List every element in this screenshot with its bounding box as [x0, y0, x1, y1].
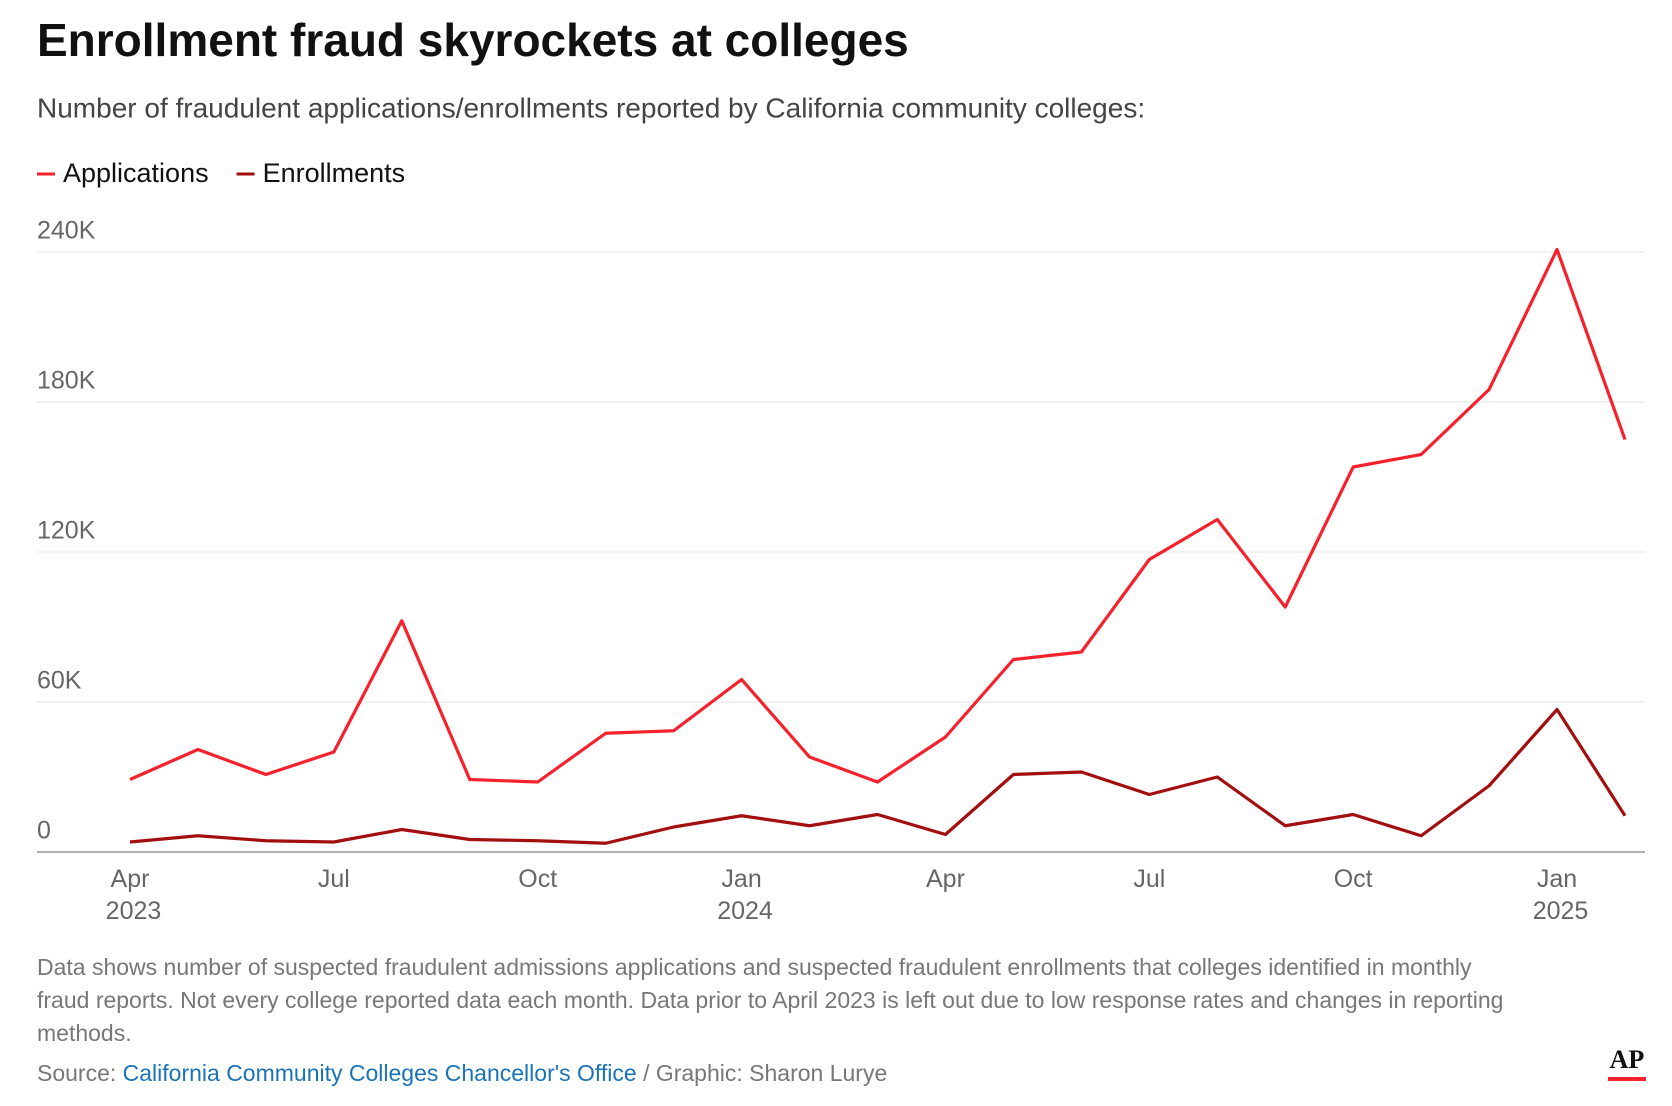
footnote: Data shows number of suspected fraudulen… — [37, 954, 1504, 1046]
logo-bar — [1608, 1077, 1646, 1081]
y-tick-label: 180K — [37, 367, 96, 395]
series-line — [129, 707, 1627, 845]
series-line — [129, 247, 1627, 784]
source-link[interactable]: California Community Colleges Chancellor… — [122, 1060, 637, 1086]
x-tick-label: Jan 2025 — [1526, 865, 1589, 925]
y-tick-label: 240K — [37, 217, 96, 245]
logo: AP — [1608, 1045, 1646, 1081]
x-tick-label: Jul — [1133, 865, 1165, 893]
y-tick-label: 120K — [37, 517, 96, 545]
chart-subtitle: Number of fraudulent applications/enroll… — [37, 92, 1145, 123]
x-tick-label: Apr 2023 — [99, 865, 162, 925]
legend-label: Enrollments — [263, 158, 406, 188]
x-tick-label: Oct — [518, 865, 557, 893]
source-label: Source: — [37, 1060, 117, 1086]
y-tick-label: 0 — [37, 817, 51, 845]
x-tick-label: Jan 2024 — [710, 865, 773, 925]
chart: Enrollment fraud skyrockets at colleges … — [37, 14, 1645, 925]
logo-text: AP — [1609, 1045, 1645, 1074]
x-tick-label: Oct — [1334, 865, 1373, 893]
legend-label: Applications — [63, 158, 209, 188]
credit: / Graphic: Sharon Lurye — [643, 1060, 888, 1086]
y-tick-label: 60K — [37, 667, 82, 695]
source-line: Source: California Community Colleges Ch… — [37, 1060, 887, 1087]
x-tick-label: Apr — [926, 865, 965, 893]
x-tick-label: Jul — [318, 865, 350, 893]
chart-title: Enrollment fraud skyrockets at colleges — [37, 14, 909, 66]
